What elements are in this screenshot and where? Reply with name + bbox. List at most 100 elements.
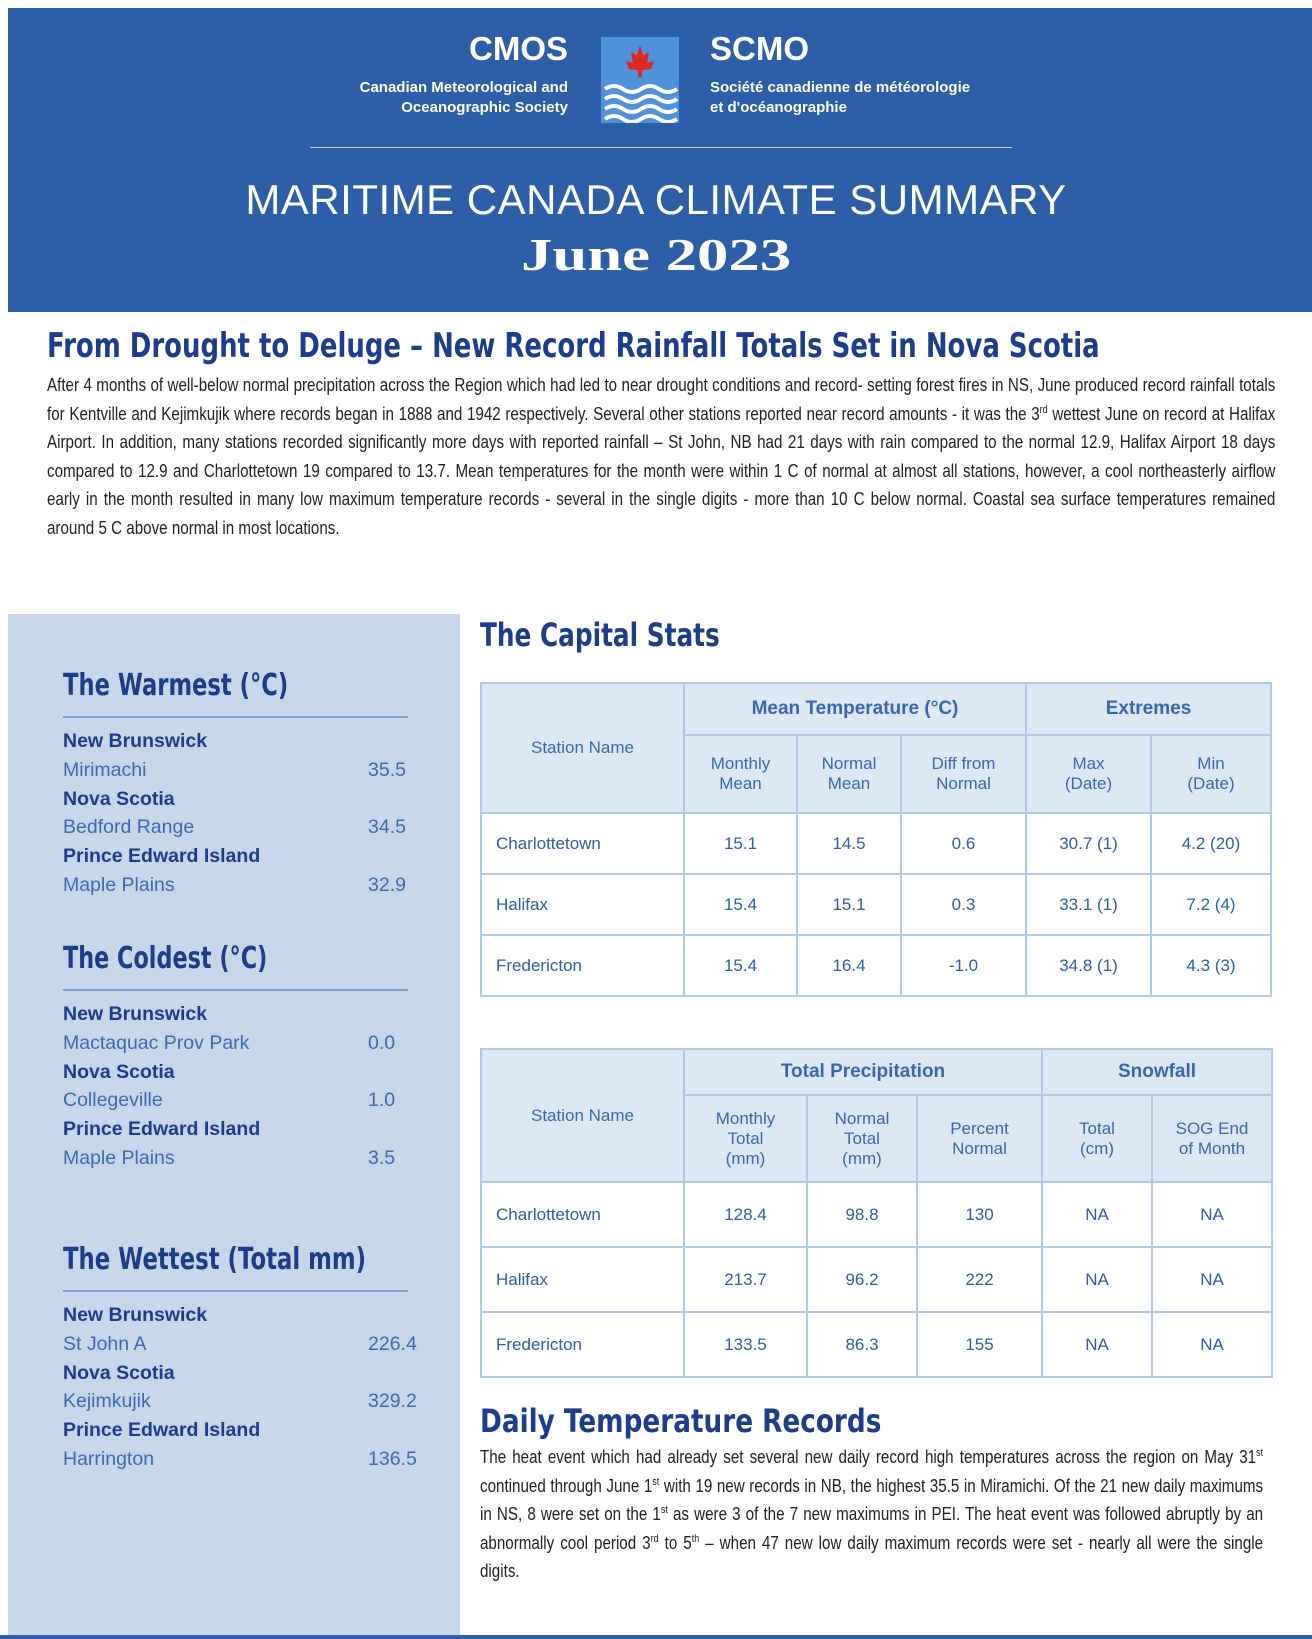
- data-row: Halifax 15.4 15.1 0.3 33.1 (1) 7.2 (4): [480, 873, 1272, 936]
- divider: [310, 147, 1012, 148]
- superscript: th: [691, 1532, 700, 1545]
- column-row: Monthly Mean Normal Mean Diff from Normal Max(…: [481, 734, 1272, 814]
- value-cell: NA: [1041, 1311, 1153, 1378]
- section-heading: The Warmest (°C): [63, 668, 289, 703]
- org-name-line: Canadian Meteorological and: [359, 79, 568, 96]
- value: 1.0: [368, 1089, 396, 1112]
- station-row: Maple Plains 32.9: [63, 871, 443, 900]
- value-cell: 34.8 (1): [1025, 934, 1152, 997]
- province: Prince Edward Island: [63, 845, 261, 868]
- group-row: Station Name Total Precipitation Snowfall: [480, 1048, 1273, 1183]
- value: 226.4: [368, 1332, 417, 1355]
- value-cell: 33.1 (1): [1025, 873, 1152, 936]
- logo: [601, 37, 679, 123]
- station: Kejimkujik: [63, 1390, 151, 1413]
- station: Mactaquac Prov Park: [63, 1031, 250, 1054]
- station-cell: Charlottetown: [480, 1181, 685, 1248]
- value-cell: NA: [1151, 1246, 1273, 1313]
- org-name-line: et d'océanographie: [710, 99, 847, 116]
- text-run: After 4 months of well-below normal prec…: [47, 374, 1276, 424]
- value-cell: 7.2 (4): [1150, 873, 1272, 936]
- heading: Daily Temperature Records: [480, 1402, 882, 1440]
- station-row: Maple Plains 3.5: [63, 1144, 443, 1173]
- org-name-line: Société canadienne de météorologie: [710, 79, 971, 96]
- text-run: with 19 new records in NB, the highest 3…: [480, 1474, 1264, 1525]
- station-cell: Fredericton: [480, 1311, 685, 1378]
- station-cell: Fredericton: [480, 934, 685, 997]
- value-cell: NA: [1041, 1181, 1153, 1248]
- column-header: Diff from Normal: [900, 734, 1027, 814]
- value-cell: 0.6: [900, 812, 1027, 875]
- station: Collegeville: [63, 1089, 163, 1112]
- province: Nova Scotia: [63, 1361, 175, 1384]
- header-line: Normal: [834, 1108, 890, 1128]
- subtitle: June 2023: [520, 229, 792, 280]
- header-line: Total: [727, 1128, 764, 1148]
- province: New Brunswick: [63, 1003, 208, 1025]
- column-header: Min (Date): [1150, 734, 1272, 814]
- footer-band: [0, 1635, 1312, 1639]
- header-line: (Date): [1187, 774, 1235, 793]
- title: MARITIME CANADA CLIMATE SUMMARY: [245, 176, 1067, 223]
- paragraph: After 4 months of well-below normal prec…: [47, 371, 1275, 543]
- column-header: Station Name: [480, 1048, 685, 1183]
- underline: [63, 716, 408, 718]
- column-header: Monthly Mean: [683, 734, 798, 814]
- province: New Brunswick: [63, 1304, 208, 1326]
- group-header: Snowfall: [1041, 1048, 1273, 1096]
- value-cell: 86.3: [806, 1311, 918, 1378]
- header-line: (mm): [725, 1148, 766, 1168]
- value-cell: 128.4: [683, 1181, 808, 1248]
- station: Bedford Range: [63, 816, 195, 839]
- heading: The Capital Stats: [480, 616, 720, 654]
- value-cell: 222: [916, 1246, 1043, 1313]
- column-header: Normal Mean: [796, 734, 902, 814]
- value: 136.5: [368, 1447, 417, 1470]
- header-line: Station Name: [531, 1105, 634, 1125]
- header-line: Normal: [936, 774, 991, 793]
- value-cell: 16.4: [796, 934, 902, 997]
- sidebar: The Warmest (°C) New Brunswick Mirimachi 35…: [8, 614, 460, 1639]
- subtitle-wrap: June 2023: [0, 228, 1312, 281]
- org-name-line: Oceanographic Society: [401, 99, 568, 116]
- value-cell: NA: [1151, 1181, 1273, 1248]
- value-cell: 4.3 (3): [1150, 934, 1272, 997]
- paragraph: The heat event which had already set sev…: [480, 1443, 1263, 1586]
- station-row: Bedford Range 34.5: [63, 813, 443, 842]
- column-header: Monthly Total (mm): [683, 1094, 808, 1183]
- column-header: Max (Date): [1025, 734, 1152, 814]
- value: 34.5: [368, 816, 406, 839]
- header-line: of Month: [1178, 1138, 1246, 1158]
- column-row: Monthly Total (mm) Normal Total (mm) Percent No…: [481, 1094, 1273, 1183]
- province: New Brunswick: [63, 730, 208, 752]
- superscript: st: [660, 1504, 668, 1517]
- value-cell: 14.5: [796, 812, 902, 875]
- value-cell: 15.1: [796, 873, 902, 936]
- header-line: Diff from: [931, 754, 996, 773]
- station: St John A: [63, 1332, 147, 1355]
- data-row: Charlottetown 15.1 14.5 0.6 30.7 (1) 4.2 (20): [480, 812, 1272, 875]
- group-header: Extremes: [1025, 682, 1272, 736]
- value: 329.2: [368, 1390, 417, 1413]
- text-run: – when 47 new low daily maximum records …: [480, 1531, 1264, 1582]
- header-line: SOG End: [1175, 1118, 1249, 1138]
- header-line: (mm): [842, 1148, 882, 1168]
- text-run: wettest June on record at Halifax Airpor…: [47, 402, 1276, 538]
- province: Prince Edward Island: [63, 1118, 261, 1141]
- header-line: Monthly: [710, 754, 771, 773]
- text-run: to 5: [658, 1531, 692, 1553]
- sidebar-section: The Warmest (°C) New Brunswick Mirimachi 35…: [63, 664, 423, 896]
- header-line: Min: [1197, 754, 1225, 773]
- station-row: Harrington 136.5: [63, 1445, 443, 1474]
- value-cell: -1.0: [900, 934, 1027, 997]
- value-cell: 15.1: [683, 812, 798, 875]
- header-line: Station Name: [531, 738, 634, 757]
- entry-list: New Brunswick St John A 226.4 Nova Scotia Ke…: [63, 1301, 443, 1474]
- station-row: Kejimkujik 329.2: [63, 1387, 443, 1416]
- precipitation-table: Station Name Total Precipitation Snowfall M…: [480, 1048, 1273, 1378]
- org-name: Société canadienne de météorologie et d'o…: [710, 78, 970, 118]
- value-cell: NA: [1041, 1246, 1153, 1313]
- header-line: Max: [1072, 754, 1105, 773]
- value: 32.9: [368, 873, 406, 896]
- value-cell: NA: [1151, 1311, 1273, 1378]
